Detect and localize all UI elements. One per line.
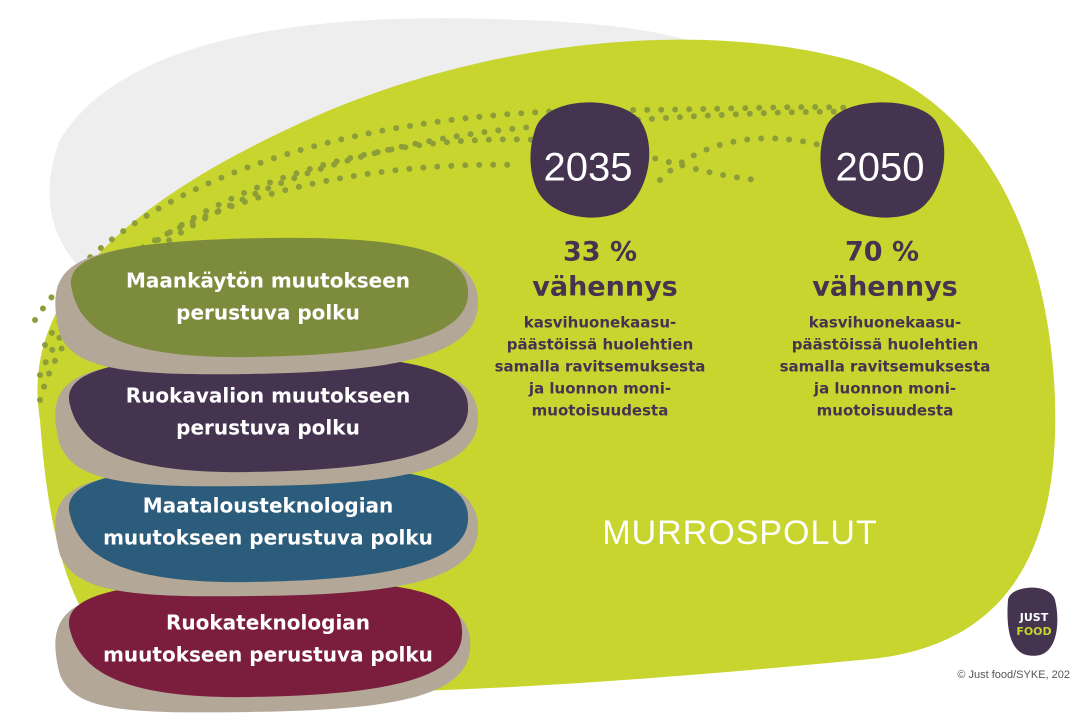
logo-text: FOOD [1016, 625, 1051, 638]
description-line: päästöissä huolehtien [792, 336, 979, 354]
percent: 33 % [563, 237, 637, 268]
description-line: samalla ravitsemuksesta [495, 358, 706, 376]
description-line: muotoisuudesta [532, 402, 669, 420]
pathway-label: muutokseen perustuva polku [103, 643, 433, 667]
description-line: kasvihuonekaasu- [809, 314, 962, 332]
pathway-label: Ruokateknologian [166, 611, 370, 635]
description-line: muotoisuudesta [817, 402, 954, 420]
credit: © Just food/SYKE, 202 [957, 669, 1070, 681]
description-line: ja luonnon moni- [813, 380, 956, 398]
pathway-blob [69, 580, 462, 697]
pathway-blob [71, 238, 468, 357]
logo-text: JUST [1019, 611, 1049, 624]
infographic: 2035 2050 33 % vähennys 70 % vähennys ka… [0, 0, 1070, 718]
description-line: kasvihuonekaasu- [524, 314, 677, 332]
pathway-label: Maatalousteknologian [143, 494, 394, 518]
year: 2035 [544, 146, 633, 190]
title: MURROSPOLUT [602, 514, 877, 552]
year: 2050 [836, 146, 925, 190]
headline: vähennys [812, 272, 957, 303]
description-line: samalla ravitsemuksesta [780, 358, 991, 376]
pathway-label: Maankäytön muutokseen [126, 269, 410, 293]
pathway-label: Ruokavalion muutokseen [126, 384, 411, 408]
pathway-label: perustuva polku [176, 301, 360, 325]
description-line: ja luonnon moni- [528, 380, 671, 398]
description-line: päästöissä huolehtien [507, 336, 694, 354]
pathway-label: muutokseen perustuva polku [103, 526, 433, 550]
percent: 70 % [845, 237, 919, 268]
pathway-label: perustuva polku [176, 416, 360, 440]
headline: vähennys [532, 272, 677, 303]
